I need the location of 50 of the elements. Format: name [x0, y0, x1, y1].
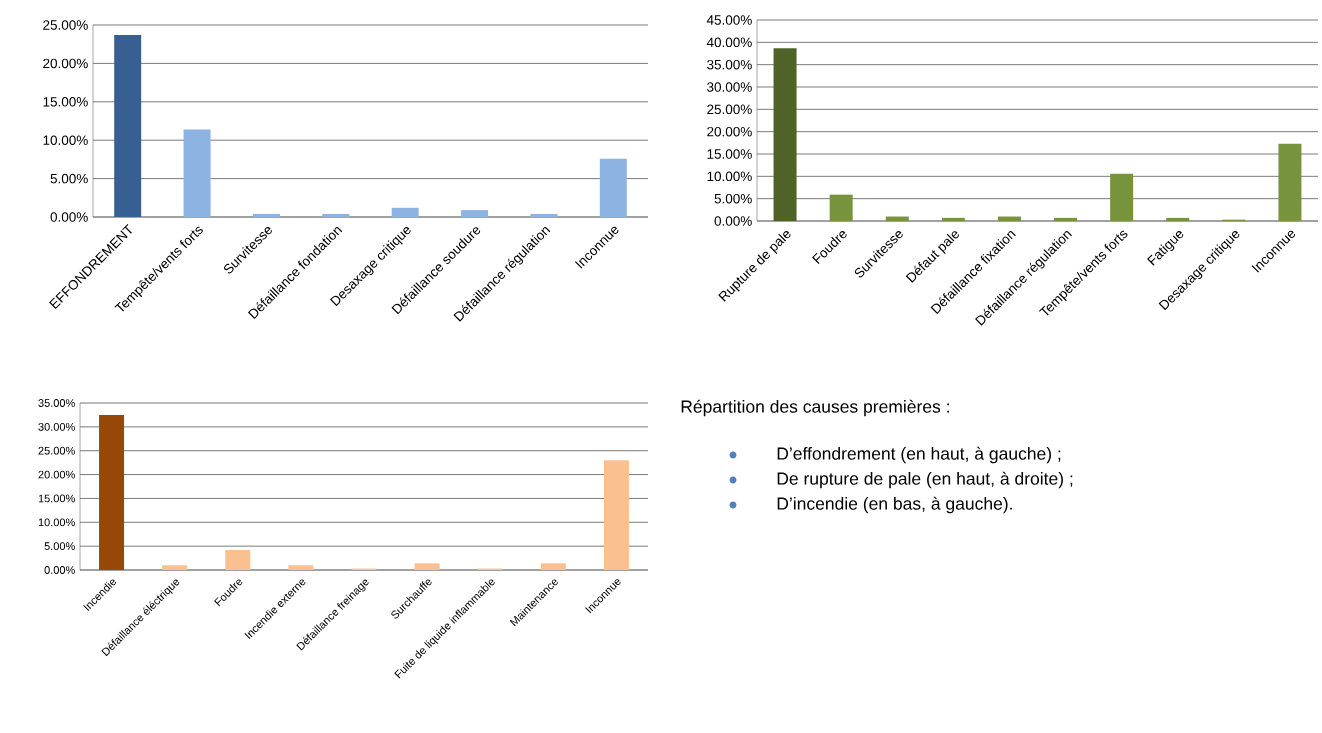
bar: [603, 460, 629, 570]
bar: [941, 217, 965, 221]
y-tick-label: 10.00%: [707, 171, 752, 182]
bar: [183, 129, 211, 217]
y-tick-label: 5.00%: [50, 173, 88, 184]
bar: [162, 565, 188, 570]
text: D’incendie (en bas, à gauche).: [777, 496, 1012, 514]
bar: [114, 34, 142, 217]
bar: [1166, 217, 1190, 221]
bar: [414, 563, 440, 570]
bar: [391, 207, 419, 217]
bar: [773, 48, 797, 221]
y-tick-label: 20.00%: [43, 58, 88, 69]
y-tick-label: 45.00%: [706, 15, 752, 25]
text: De rupture de pale (en haut, à droite) ;: [777, 471, 1073, 489]
y-tick-label: 20.00%: [707, 126, 752, 137]
bar: [322, 213, 350, 217]
y-tick-label: 25.00%: [43, 20, 88, 30]
bar: [829, 194, 853, 221]
bar: [461, 210, 489, 217]
y-tick-label: 15.00%: [38, 494, 75, 503]
text: Répartition des causes premières :: [681, 399, 949, 417]
y-tick-label: 0.00%: [44, 566, 75, 574]
bar: [540, 563, 566, 570]
y-tick-label: 0.00%: [50, 212, 88, 222]
y-tick-label: 5.00%: [44, 542, 75, 551]
bar: [252, 213, 280, 217]
y-tick-label: 35.00%: [707, 59, 752, 70]
bar: [599, 158, 627, 217]
y-tick-label: 15.00%: [707, 149, 752, 159]
bar: [1110, 173, 1134, 221]
text: D’effondrement (en haut, à gauche) ;: [777, 446, 1061, 464]
bar: [225, 549, 251, 570]
y-tick-label: 10.00%: [38, 518, 75, 527]
y-tick-label: 15.00%: [43, 97, 88, 107]
y-tick-label: 25.00%: [707, 104, 752, 115]
y-tick-label: 30.00%: [707, 82, 752, 92]
y-tick-label: 25.00%: [38, 446, 75, 455]
y-tick-label: 20.00%: [38, 470, 75, 479]
bar: [288, 565, 314, 570]
y-tick-label: 10.00%: [43, 135, 88, 145]
y-tick-label: 0.00%: [714, 216, 752, 226]
y-tick-label: 35.00%: [38, 399, 75, 407]
y-tick-label: 40.00%: [706, 37, 752, 48]
y-tick-label: 30.00%: [38, 422, 75, 431]
y-tick-label: 5.00%: [714, 193, 752, 204]
bar: [99, 414, 125, 570]
bar: [1278, 143, 1302, 221]
bar: [1054, 217, 1078, 221]
bar: [530, 213, 558, 217]
